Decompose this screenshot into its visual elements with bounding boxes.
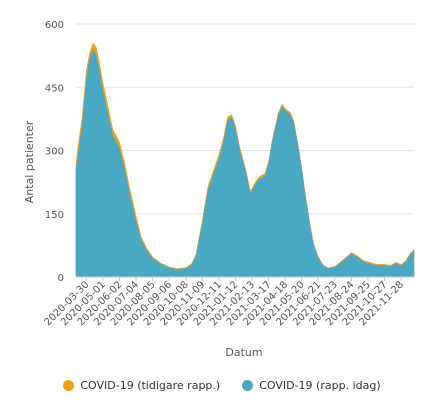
legend-swatch-blue-icon	[242, 379, 254, 391]
y-axis-ticks: 0 150 300 450 600	[45, 20, 64, 284]
legend-label-today: COVID-19 (rapp. idag)	[259, 378, 381, 392]
legend-item-previous[interactable]: COVID-19 (tidigare rapp.)	[63, 379, 220, 392]
x-axis-title: Datum	[225, 346, 262, 359]
y-tick-label-0: 0	[58, 273, 64, 284]
series-area-1	[75, 48, 415, 278]
series-areas	[75, 42, 415, 278]
chart-legend: COVID-19 (tidigare rapp.) COVID-19 (rapp…	[0, 370, 444, 400]
y-tick-label-3: 450	[45, 83, 64, 94]
legend-swatch-orange-icon	[63, 379, 75, 391]
y-tick-label-4: 600	[45, 20, 64, 31]
y-tick-label-2: 300	[45, 147, 64, 158]
x-axis-ticks: 2020-03-302020-05-012020-06-022020-07-04…	[43, 277, 406, 328]
y-tick-label-1: 150	[45, 210, 64, 221]
legend-label-previous: COVID-19 (tidigare rapp.)	[80, 378, 221, 392]
legend-item-today[interactable]: COVID-19 (rapp. idag)	[242, 378, 381, 392]
y-axis-title: Antal patienter	[23, 120, 36, 203]
